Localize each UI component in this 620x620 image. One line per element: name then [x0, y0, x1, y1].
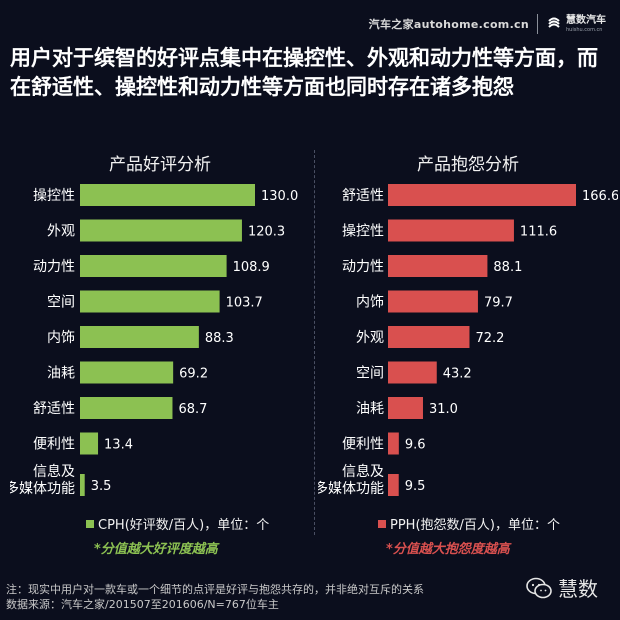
complaint-value-label: 79.7 [484, 296, 513, 311]
praise-bar [80, 184, 255, 206]
praise-bar [80, 290, 220, 313]
praise-value-label: 130.0 [261, 189, 298, 204]
complaint-category-label: 信息及多媒体功能 [318, 463, 384, 497]
praise-category-label: 信息及多媒体功能 [10, 463, 75, 497]
praise-bar [80, 326, 199, 348]
praise-category-label: 油耗 [47, 366, 75, 382]
complaint-category-label: 油耗 [356, 401, 384, 417]
complaint-value-label: 9.6 [405, 438, 426, 453]
logo-name: 慧数汽车 [566, 14, 606, 26]
complaint-bar [388, 432, 399, 455]
complaint-bar [388, 219, 514, 242]
huishu-logo-icon [548, 17, 560, 28]
complaint-value-label: 9.5 [405, 479, 426, 494]
complaint-value-label: 43.2 [443, 367, 472, 382]
praise-bar [80, 397, 173, 419]
complaint-bar [388, 397, 423, 419]
praise-bar-svg: 操控性 130.0 外观 120.3 动力性 108.9 空间 103.7 内饰 88.3 油耗 69… [10, 184, 298, 497]
praise-value-label: 120.3 [248, 225, 285, 240]
footer-note: 注：现实中用户对一款车或一个细节的点评是好评与抱怨共存的，并非绝对互斥的关系 [6, 583, 424, 596]
complaint-bar [388, 255, 488, 277]
legend-label-praise: CPH(好评数/百人)，单位：个 [98, 518, 270, 533]
praise-bar [80, 219, 242, 242]
chart-title-praise: 产品好评分析 [109, 155, 211, 175]
praise-value-label: 103.7 [226, 296, 263, 311]
praise-bar [80, 432, 99, 455]
complaint-category-label: 动力性 [342, 259, 384, 275]
legend-praise: CPH(好评数/百人)，单位：个 [86, 514, 269, 533]
complaint-bar [388, 184, 576, 206]
complaint-bar-svg: 舒适性 166.6 操控性 111.6 动力性 88.1 内饰 79.7 外观 72.2 空间 43.… [318, 184, 618, 497]
praise-bar [80, 474, 85, 496]
complaint-value-label: 31.0 [429, 402, 458, 417]
praise-category-label: 内饰 [47, 330, 75, 346]
wechat-icon [526, 577, 552, 598]
chart-title-complaint: 产品抱怨分析 [417, 155, 519, 175]
praise-value-label: 69.2 [179, 367, 208, 382]
footer: 注：现实中用户对一款车或一个细节的点评是好评与抱怨共存的，并非绝对互斥的关系 数… [6, 582, 424, 612]
praise-value-label: 3.5 [91, 479, 112, 494]
page-headline: 用户对于缤智的好评点集中在操控性、外观和动力性等方面，而在舒适性、操控性和动力性… [10, 46, 598, 99]
praise-category-label: 动力性 [33, 259, 75, 275]
wechat-label: 慧数 [558, 577, 598, 601]
huishu-logo: 慧数汽车 huishu.com.cn [546, 14, 606, 33]
complaint-value-label: 166.6 [582, 189, 618, 204]
complaint-category-label: 外观 [356, 330, 384, 346]
complaint-bar [388, 290, 478, 313]
footer-source: 数据来源：汽车之家/201507至201606/N=767位车主 [6, 598, 279, 611]
complaint-value-label: 72.2 [475, 331, 504, 346]
praise-category-label: 空间 [47, 295, 75, 311]
complaint-category-label: 空间 [356, 366, 384, 382]
logo-subtext: huishu.com.cn [566, 26, 603, 33]
wechat-account: 慧数 [526, 573, 598, 602]
praise-value-label: 13.4 [104, 438, 133, 453]
complaint-value-label: 88.1 [493, 260, 522, 275]
praise-category-label: 舒适性 [33, 401, 75, 417]
legend-swatch-praise [86, 519, 94, 528]
praise-bar [80, 361, 174, 384]
note-complaint: *分值越大抱怨度越高 [386, 542, 510, 557]
chart-divider [314, 150, 315, 535]
praise-value-label: 88.3 [205, 331, 234, 346]
brand-separator [537, 14, 538, 34]
praise-category-label: 便利性 [33, 437, 75, 453]
praise-category-label: 操控性 [33, 188, 75, 204]
complaint-category-label: 舒适性 [342, 188, 384, 204]
complaint-value-label: 111.6 [520, 225, 557, 240]
praise-value-label: 108.9 [233, 260, 270, 275]
legend-swatch-complaint [378, 519, 386, 528]
praise-category-label: 外观 [47, 224, 75, 240]
complaint-category-label: 内饰 [356, 295, 384, 311]
source-watermark: 汽车之家autohome.com.cn [368, 18, 529, 31]
complaint-category-label: 便利性 [342, 437, 384, 453]
note-praise: *分值越大好评度越高 [94, 542, 218, 557]
brand-bar: 汽车之家autohome.com.cn 慧数汽车 huishu.com.cn [369, 14, 606, 34]
legend-label-complaint: PPH(抱怨数/百人)，单位：个 [390, 518, 560, 533]
complaint-bar [388, 326, 470, 348]
complaint-bar [388, 474, 399, 496]
legend-complaint: PPH(抱怨数/百人)，单位：个 [378, 514, 560, 533]
complaint-bar [388, 361, 437, 384]
praise-bar [80, 255, 227, 277]
praise-value-label: 68.7 [178, 402, 207, 417]
complaint-category-label: 操控性 [342, 224, 384, 240]
